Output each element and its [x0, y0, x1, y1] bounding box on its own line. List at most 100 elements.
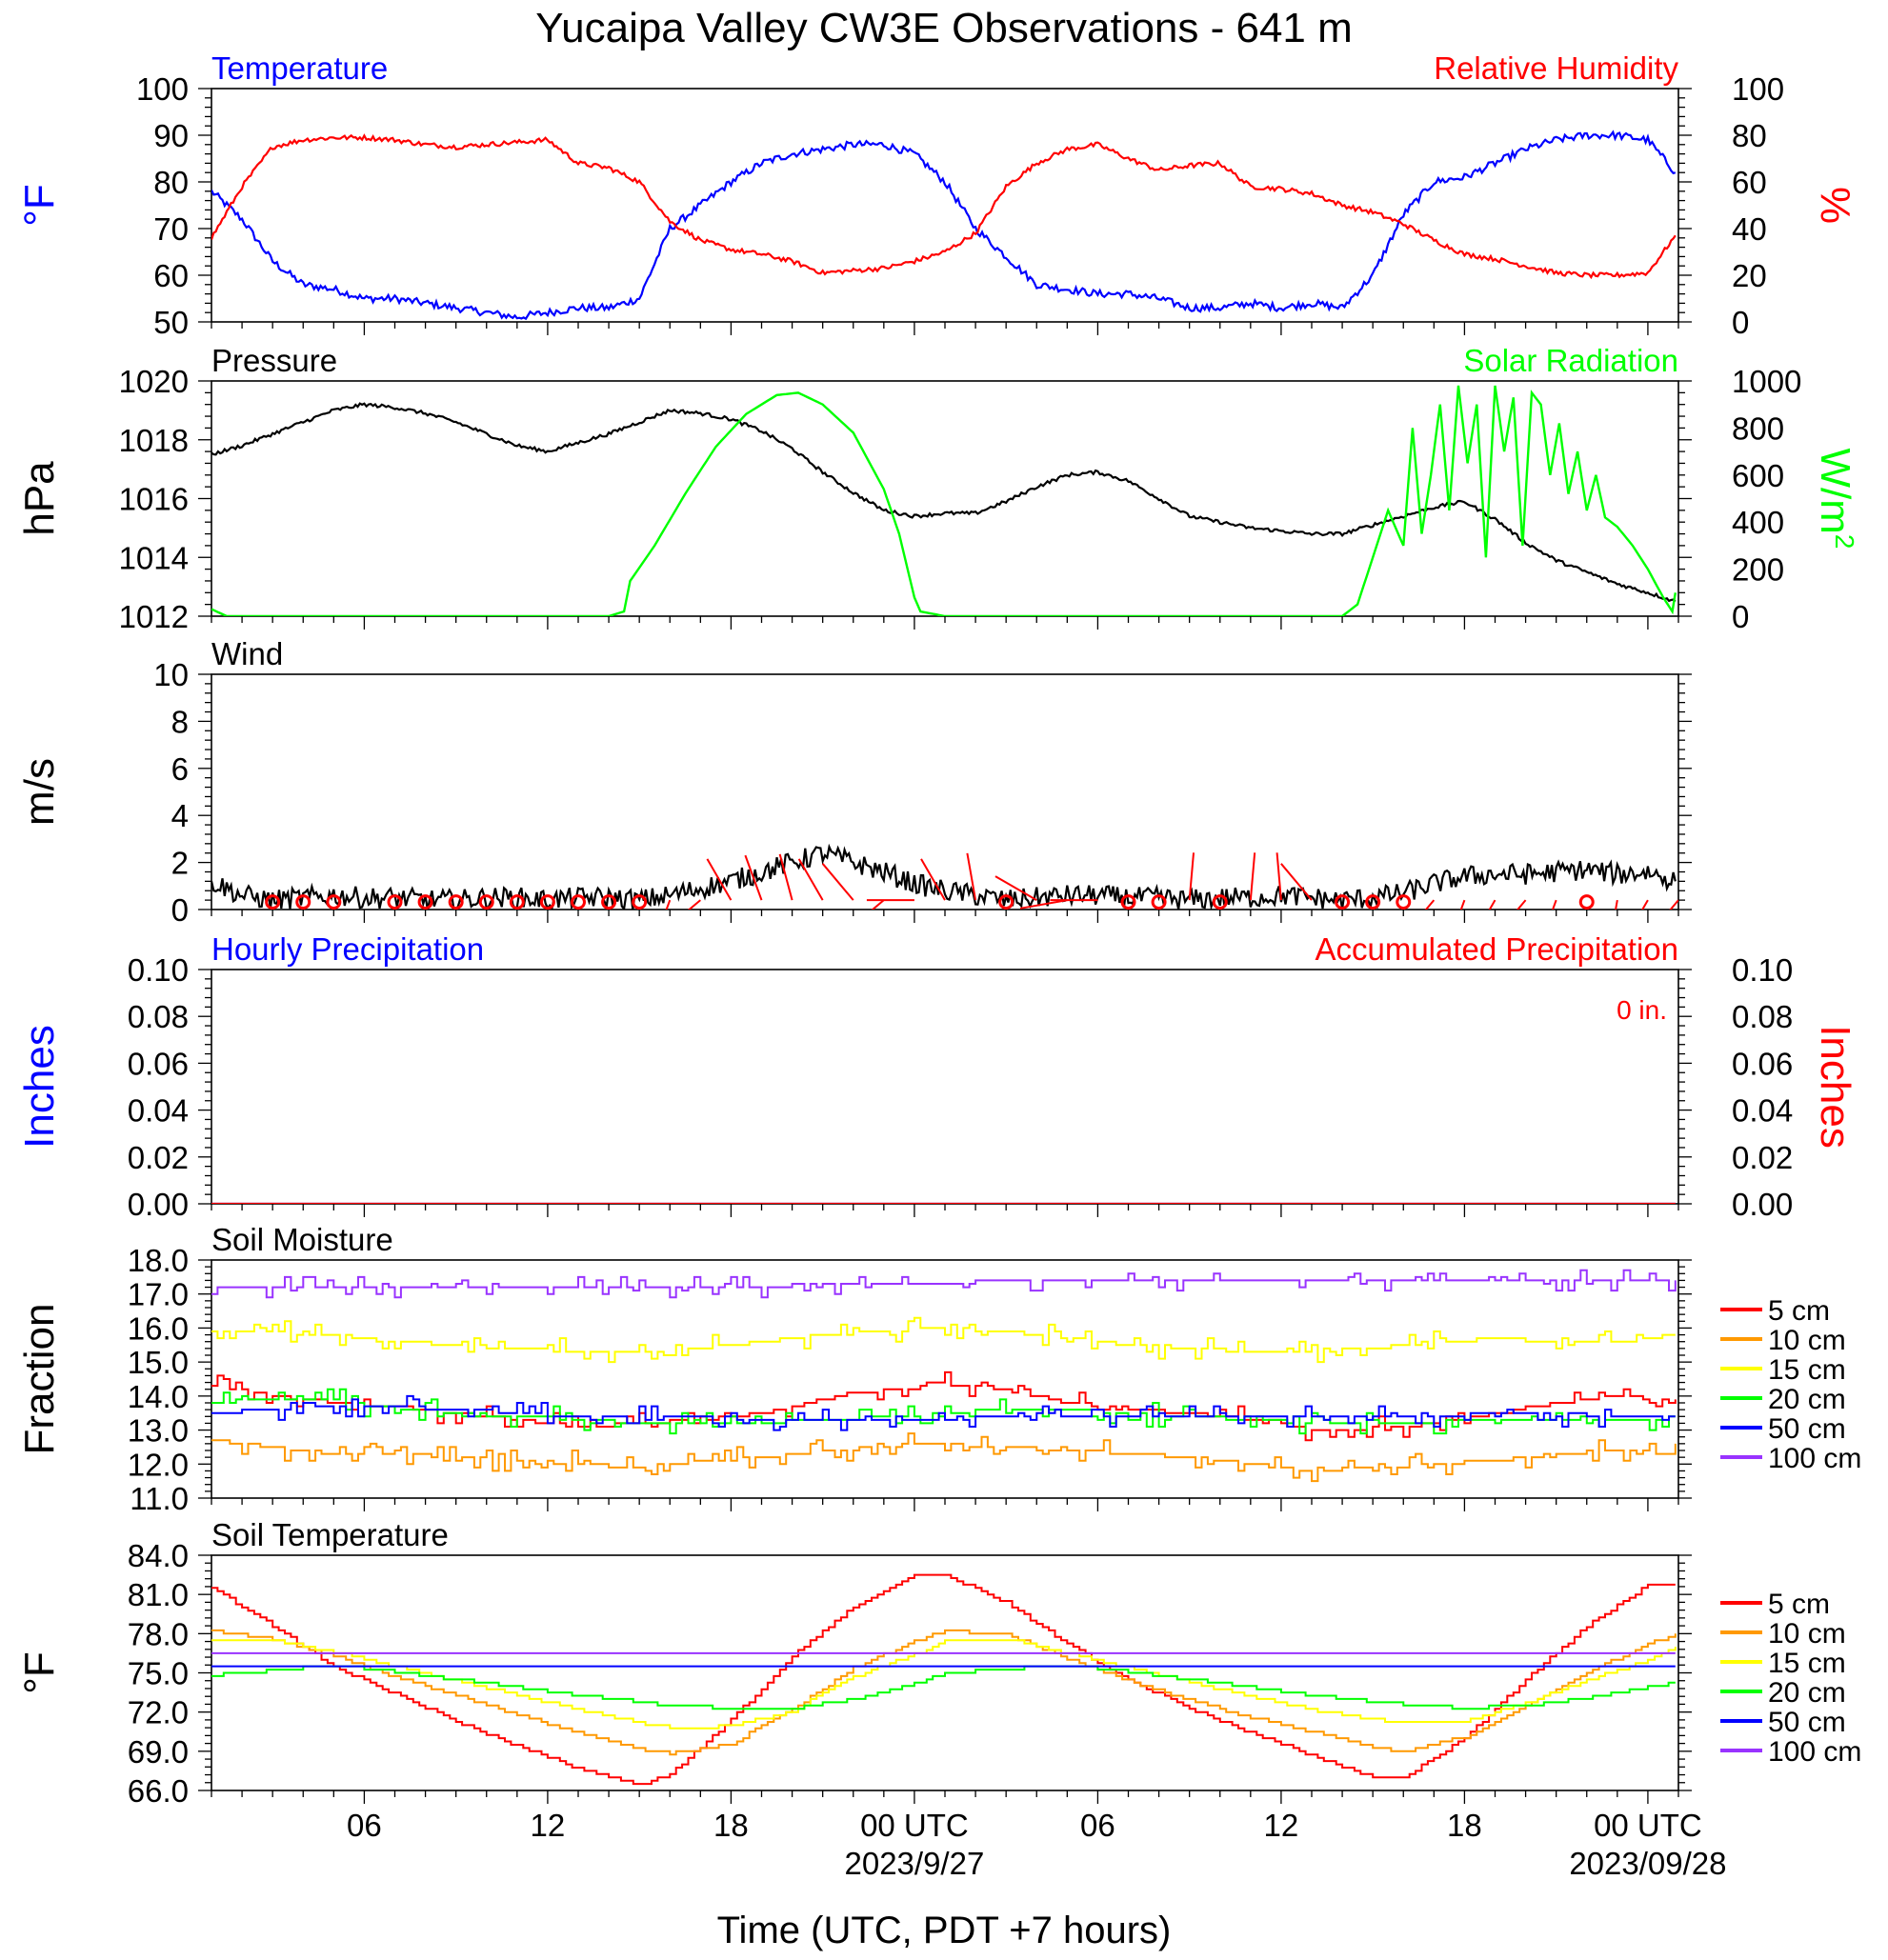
- wind-calm-circle: [478, 894, 494, 910]
- series-line-Temperature: [211, 130, 1677, 321]
- wind-barb: [966, 852, 977, 901]
- wind-calm-circle: [265, 894, 281, 910]
- left-tick-label: 1020: [119, 364, 189, 399]
- wind-barb: [994, 875, 1037, 901]
- panel-left-title: Temperature: [211, 50, 388, 86]
- left-tick-label: 1016: [119, 482, 189, 517]
- right-tick-label: 200: [1732, 552, 1784, 588]
- left-tick-label: 0.10: [128, 952, 189, 988]
- x-tick-label: 12: [531, 1808, 566, 1843]
- series-line-10-cm: [211, 1629, 1677, 1756]
- panel-pressure_solar: 1012 1014 1016 1018 1020 0 200 400 600 800 1000 Pre…: [16, 343, 1860, 634]
- wind-calm-circle: [387, 894, 403, 910]
- x-tick-label: 18: [1447, 1808, 1482, 1843]
- panel-left-title: Soil Temperature: [211, 1517, 449, 1552]
- series-line-10-cm: [211, 1432, 1677, 1483]
- left-tick-label: 2: [171, 846, 189, 881]
- x-tick-label: 06: [1080, 1808, 1115, 1843]
- left-tick-label: 10: [153, 657, 189, 692]
- legend-label: 100 cm: [1768, 1736, 1861, 1768]
- left-tick-label: 0.00: [128, 1187, 189, 1222]
- left-tick-label: 16.0: [128, 1310, 189, 1346]
- left-tick-label: 70: [153, 211, 189, 247]
- left-tick-label: 4: [171, 798, 189, 833]
- right-tick-label: 0: [1732, 305, 1749, 340]
- left-tick-label: 90: [153, 118, 189, 153]
- right-tick-label: 0.10: [1732, 952, 1793, 988]
- left-tick-label: 75.0: [128, 1656, 189, 1691]
- series-line-100-cm: [211, 1269, 1677, 1299]
- right-tick-label: 20: [1732, 258, 1767, 293]
- left-tick-label: 0.06: [128, 1046, 189, 1081]
- left-tick-label: 84.0: [128, 1538, 189, 1573]
- series-line-Pressure: [211, 402, 1677, 603]
- left-tick-label: 81.0: [128, 1577, 189, 1612]
- left-tick-label: 15.0: [128, 1345, 189, 1380]
- series-line-5-cm: [211, 1370, 1677, 1442]
- x-tick-label: 12: [1264, 1808, 1299, 1843]
- left-tick-label: 0.04: [128, 1093, 189, 1129]
- wind-barb: [1641, 899, 1649, 910]
- left-tick-label: 80: [153, 165, 189, 200]
- wind-calm-circle: [417, 894, 433, 910]
- left-tick-label: 0.02: [128, 1140, 189, 1175]
- panel-wind: 0 2 4 6 8 10 Wind m/s: [16, 636, 1692, 928]
- wind-barb: [1516, 899, 1527, 910]
- right-unit-label: W/m2: [1812, 449, 1860, 550]
- wind-barb: [665, 899, 672, 910]
- series-line-15-cm: [211, 1316, 1676, 1364]
- left-tick-label: 50: [153, 305, 189, 340]
- left-unit-label: °F: [16, 184, 63, 226]
- x-tick-date-label: 2023/9/27: [845, 1846, 985, 1881]
- wind-barb: [1488, 899, 1496, 910]
- left-tick-label: 78.0: [128, 1616, 189, 1651]
- plot-data: [211, 130, 1677, 321]
- wind-barb: [821, 863, 854, 901]
- left-tick-label: 0: [171, 892, 189, 928]
- series-line-15-cm: [211, 1639, 1677, 1730]
- right-tick-label: 80: [1732, 118, 1767, 153]
- right-tick-label: 400: [1732, 505, 1784, 540]
- accumulated-total-label: 0 in.: [1617, 995, 1667, 1025]
- wind-calm-circle: [632, 894, 648, 910]
- wind-calm-circle: [295, 894, 311, 910]
- left-unit-label: Fraction: [16, 1304, 63, 1455]
- wind-calm-circle: [1396, 894, 1412, 910]
- right-tick-label: 0.04: [1732, 1093, 1793, 1129]
- left-tick-label: 14.0: [128, 1379, 189, 1414]
- left-tick-label: 12.0: [128, 1447, 189, 1482]
- series-line-solar-radiation: [211, 385, 1677, 616]
- wind-calm-circle: [1212, 894, 1228, 910]
- left-tick-label: 11.0: [130, 1481, 189, 1516]
- wind-barb: [1275, 852, 1282, 901]
- legend-label: 15 cm: [1768, 1354, 1846, 1386]
- panel-left-title: Pressure: [211, 343, 337, 378]
- legend-label: 20 cm: [1768, 1384, 1846, 1415]
- left-unit-label: hPa: [16, 461, 63, 536]
- legend-label: 10 cm: [1768, 1325, 1846, 1356]
- left-unit-label: m/s: [16, 758, 63, 826]
- wind-barb: [1669, 899, 1678, 910]
- left-tick-label: 1018: [119, 423, 189, 458]
- legend-label: 5 cm: [1768, 1295, 1830, 1327]
- right-tick-label: 0: [1732, 599, 1749, 634]
- left-unit-label: °F: [16, 1651, 63, 1693]
- left-tick-label: 13.0: [128, 1413, 189, 1449]
- wind-barb: [1424, 899, 1436, 910]
- right-tick-label: 100: [1732, 71, 1784, 107]
- right-tick-label: 0.00: [1732, 1187, 1793, 1222]
- wind-barb: [744, 854, 763, 901]
- legend-label: 50 cm: [1768, 1707, 1846, 1738]
- right-tick-label: 1000: [1732, 364, 1801, 399]
- right-unit-label: %: [1812, 187, 1858, 224]
- panel-soil_moisture: 11.012.013.014.015.016.017.018.0 Soil Moi…: [16, 1222, 1861, 1516]
- series-line-5-cm: [211, 1573, 1676, 1786]
- series-line-50-cm: [211, 1394, 1676, 1431]
- left-tick-label: 6: [171, 751, 189, 787]
- right-unit-label: Inches: [1812, 1025, 1858, 1149]
- left-tick-label: 8: [171, 704, 189, 739]
- right-tick-label: 0.08: [1732, 999, 1793, 1034]
- wind-barb: [920, 858, 946, 901]
- left-unit-label: Inches: [16, 1025, 63, 1149]
